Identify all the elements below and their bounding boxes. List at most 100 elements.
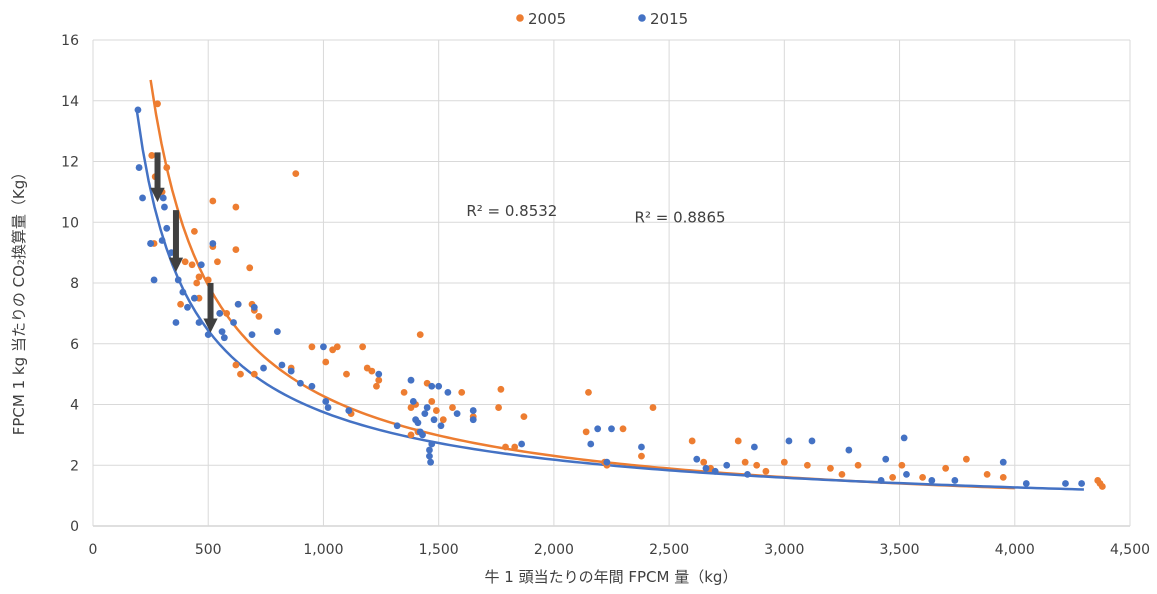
x-tick-label: 2,000 [534, 542, 574, 558]
point-2005 [983, 470, 991, 478]
point-2015 [308, 382, 316, 390]
point-2015 [159, 194, 167, 202]
legend-label: 2005 [528, 10, 566, 28]
point-2015 [518, 440, 526, 448]
point-2015 [135, 164, 143, 171]
point-2015 [179, 288, 187, 296]
point-2015 [587, 440, 595, 448]
x-tick-label: 0 [89, 542, 98, 558]
x-tick-label: 4,000 [995, 542, 1035, 558]
point-2015 [877, 477, 885, 484]
point-2015 [469, 407, 477, 414]
point-2015 [723, 461, 731, 469]
point-2005 [322, 358, 330, 366]
point-2015 [785, 437, 793, 445]
point-2015 [423, 404, 431, 411]
trendline-2015 [135, 109, 1084, 491]
point-2015 [845, 446, 853, 454]
point-2015 [903, 470, 910, 478]
r-squared-label: R² = 0.8865 [635, 208, 726, 226]
y-tick-label: 6 [70, 337, 79, 353]
point-2005 [333, 343, 341, 351]
point-2005 [803, 461, 811, 469]
point-2005 [649, 404, 657, 411]
point-2015 [375, 370, 383, 378]
point-2005 [638, 452, 645, 460]
data-points [134, 100, 1106, 490]
legend-marker-2005 [516, 14, 524, 22]
point-2015 [603, 458, 611, 466]
point-2015 [437, 422, 445, 430]
axes: 0 2 4 6 8 10 12 14 16 0 500 1,000 1,500 2,000 2,500 3,0… [61, 33, 1150, 558]
point-2015 [453, 410, 461, 418]
point-2005 [148, 152, 156, 159]
legend: 2005 2015 [516, 10, 688, 28]
point-2015 [163, 224, 171, 232]
point-2005 [688, 437, 696, 445]
point-2005 [962, 455, 970, 463]
point-2015 [172, 319, 180, 326]
point-2015 [218, 328, 226, 335]
point-2005 [428, 398, 436, 405]
point-2015 [426, 452, 433, 460]
point-2015 [260, 364, 267, 372]
y-axis-label: FPCM 1 kg 当たりの CO₂換算量（Kg） [10, 165, 28, 436]
point-2005 [741, 458, 749, 466]
point-2005 [154, 100, 161, 108]
y-tick-label: 4 [70, 398, 79, 414]
point-2015 [900, 434, 908, 442]
point-2005 [432, 407, 440, 414]
point-2015 [161, 203, 168, 211]
point-2005 [585, 388, 592, 396]
point-2015 [750, 443, 758, 451]
point-2005 [292, 170, 300, 178]
point-2015 [469, 416, 477, 424]
point-2015 [324, 404, 332, 411]
y-tick-label: 14 [61, 94, 79, 110]
point-2005 [188, 261, 196, 269]
point-2005 [407, 431, 415, 439]
point-2015 [216, 309, 224, 317]
point-2015 [195, 319, 203, 326]
point-2005 [999, 474, 1007, 481]
point-2015 [444, 388, 452, 396]
point-2015 [999, 458, 1007, 466]
point-2015 [1062, 480, 1069, 487]
point-2005 [232, 361, 240, 369]
point-2015 [147, 240, 155, 247]
point-2015 [421, 410, 429, 418]
point-2015 [427, 458, 434, 466]
point-2005 [368, 367, 376, 375]
point-2005 [416, 331, 424, 339]
trendline-2005 [149, 79, 1015, 490]
point-2005 [204, 276, 212, 284]
point-2015 [320, 343, 327, 351]
point-2005 [163, 164, 171, 171]
point-2005 [919, 474, 926, 481]
point-2015 [882, 455, 890, 463]
point-2015 [409, 398, 417, 405]
y-tick-label: 0 [70, 519, 79, 535]
point-2005 [734, 437, 742, 445]
point-2015 [150, 276, 158, 284]
point-2005 [854, 461, 862, 469]
point-2005 [191, 227, 198, 235]
point-2005 [449, 404, 456, 411]
point-2015 [608, 425, 615, 433]
point-2005 [942, 464, 950, 472]
x-tick-label: 3,000 [764, 542, 804, 558]
point-2005 [195, 273, 203, 281]
point-2015 [158, 237, 166, 244]
x-tick-label: 3,500 [880, 542, 920, 558]
point-2015 [250, 303, 258, 311]
point-2015 [702, 464, 710, 472]
y-tick-label: 12 [61, 155, 79, 171]
legend-marker-2015 [638, 14, 646, 22]
r-squared-label: R² = 0.8532 [466, 202, 557, 220]
point-2005 [439, 416, 447, 424]
point-2005 [400, 388, 408, 396]
point-2015 [139, 194, 146, 202]
point-2005 [375, 376, 383, 384]
point-2015 [744, 470, 751, 478]
